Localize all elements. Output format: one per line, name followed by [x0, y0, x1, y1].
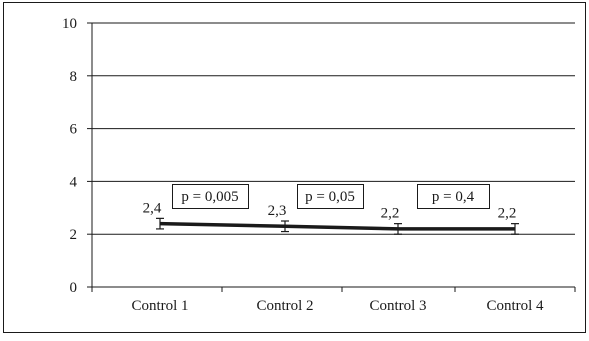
annotation-text: p = 0,4: [432, 189, 475, 205]
annotations: p = 0,005 p = 0,05 p = 0,4: [172, 184, 490, 209]
y-tick-label: 0: [70, 280, 78, 296]
annotation-text: p = 0,05: [305, 189, 355, 205]
chart-border: [3, 2, 586, 333]
p-value-annotation: p = 0,005: [172, 184, 249, 209]
gridlines: [92, 22, 575, 235]
data-labels: 2,4 2,3 2,2 2,2: [143, 200, 517, 221]
p-value-annotation: p = 0,05: [297, 184, 364, 209]
y-tick-label: 10: [62, 16, 77, 32]
axes: [87, 22, 576, 292]
x-tick-label: Control 3: [369, 298, 426, 314]
data-label: 2,2: [498, 206, 517, 222]
y-tick-label: 2: [70, 227, 78, 243]
data-label: 2,4: [143, 200, 162, 216]
data-label: 2,3: [268, 203, 287, 219]
series-line: [159, 221, 515, 231]
y-tick-label: 8: [70, 69, 78, 85]
p-value-annotation: p = 0,4: [417, 184, 490, 209]
annotation-text: p = 0,005: [181, 189, 238, 205]
data-label: 2,2: [381, 206, 400, 222]
x-tick-label: Control 2: [256, 298, 313, 314]
y-tick-label: 6: [70, 122, 78, 138]
series: [156, 217, 519, 235]
annotation-box: [417, 184, 490, 209]
annotation-box: [172, 184, 249, 209]
y-tick-labels: 0 2 4 6 8 10: [62, 16, 78, 296]
annotation-box: [297, 184, 364, 209]
y-tick-label: 4: [70, 174, 78, 190]
x-tick-label: Control 1: [131, 298, 188, 314]
x-tick-label: Control 4: [486, 298, 544, 314]
x-tick-labels: Control 1 Control 2 Control 3 Control 4: [131, 298, 544, 314]
